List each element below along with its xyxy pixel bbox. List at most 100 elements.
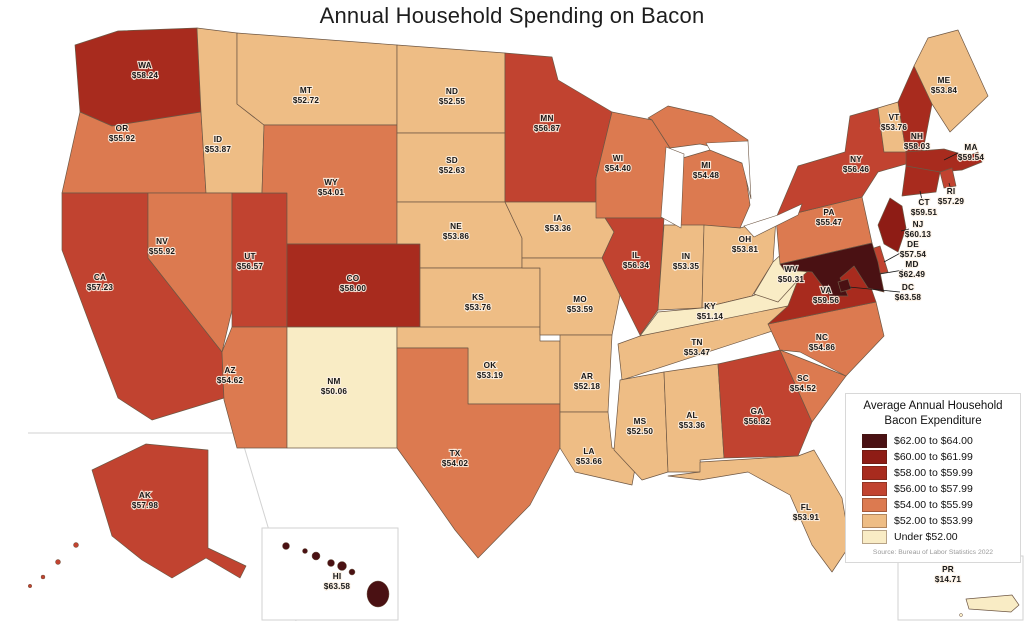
state-il (601, 217, 665, 336)
state-label-or: OR $55.92 (109, 124, 135, 143)
state-label-la: LA $53.66 (576, 447, 602, 466)
legend-items: $62.00 to $64.00 $60.00 to $61.99 $58.00 t… (848, 433, 1018, 544)
state-label-tx: TX $54.02 (442, 449, 468, 468)
state-ri (939, 167, 957, 189)
legend-range-label: $54.00 to $55.99 (894, 498, 973, 511)
state-ut (231, 192, 288, 328)
state-az (221, 326, 288, 449)
legend-swatch (862, 433, 887, 448)
state-label-ar: AR $52.18 (574, 372, 600, 391)
state-label-in: IN $53.35 (673, 252, 699, 271)
state-label-sd: SD $52.63 (439, 156, 465, 175)
state-label-pr: PR $14.71 (935, 565, 961, 584)
state-label-il: IL $56.34 (623, 251, 649, 270)
legend-swatch (862, 449, 887, 464)
state-pr-island (959, 613, 963, 617)
state-label-ky: KY $51.14 (697, 302, 723, 321)
state-label-md: MD $62.49 (899, 260, 925, 279)
state-hi-island (302, 548, 308, 554)
state-ak (91, 443, 247, 579)
leader-line-de (883, 250, 905, 263)
legend-swatch (862, 497, 887, 512)
state-label-ca: CA $57.23 (87, 273, 113, 292)
state-nh (897, 65, 933, 157)
state-mt (236, 32, 398, 126)
leader-line-ri (948, 182, 952, 191)
state-label-ia: IA $53.36 (545, 214, 571, 233)
leader-line-ma (943, 152, 959, 161)
leader-line-dc (848, 286, 901, 293)
state-label-ny: NY $56.46 (843, 155, 869, 174)
state-md (779, 242, 885, 297)
state-nj (877, 197, 907, 253)
legend-range-label: $52.00 to $53.99 (894, 514, 973, 527)
state-label-dc: DC $63.58 (895, 283, 921, 302)
legend-item: Under $52.00 (862, 529, 1018, 544)
state-label-wv: WV $50.31 (778, 265, 804, 284)
state-label-sc: SC $54.52 (790, 374, 816, 393)
legend-swatch (862, 481, 887, 496)
state-label-mn: MN $56.87 (534, 114, 560, 133)
state-label-ok: OK $53.19 (477, 361, 503, 380)
state-label-nj: NJ $60.13 (905, 220, 931, 239)
state-or (61, 111, 207, 194)
legend-item: $52.00 to $53.99 (862, 513, 1018, 528)
state-pr (965, 594, 1020, 613)
state-label-nm: NM $50.06 (321, 377, 347, 396)
state-hi-island (311, 551, 321, 561)
state-hi-island (282, 542, 290, 550)
state-label-co: CO $58.00 (340, 274, 366, 293)
legend-item: $62.00 to $64.00 (862, 433, 1018, 448)
state-label-va: VA $59.56 (813, 286, 839, 305)
state-ct (901, 165, 941, 197)
state-tx (396, 347, 561, 559)
state-label-wa: WA $58.24 (132, 61, 158, 80)
state-label-ga: GA $56.82 (744, 407, 770, 426)
state-label-tn: TN $53.47 (684, 338, 710, 357)
state-label-mi: MI $54.48 (693, 161, 719, 180)
leader-line-md (879, 269, 904, 275)
state-dc (837, 278, 852, 293)
legend-range-label: $56.00 to $57.99 (894, 482, 973, 495)
legend-item: $54.00 to $55.99 (862, 497, 1018, 512)
legend-item: $56.00 to $57.99 (862, 481, 1018, 496)
legend-panel: Average Annual Household Bacon Expenditu… (845, 393, 1021, 563)
state-ak-island (27, 583, 33, 589)
state-label-ms: MS $52.50 (627, 417, 653, 436)
state-label-al: AL $53.36 (679, 411, 705, 430)
state-label-id: ID $53.87 (205, 135, 231, 154)
state-ga (717, 349, 813, 459)
legend-title-line2: Bacon Expenditure (884, 414, 982, 427)
legend-title-line1: Average Annual Household (863, 400, 1003, 412)
state-label-ri: RI $57.29 (938, 187, 964, 206)
legend-range-label: $60.00 to $61.99 (894, 450, 973, 463)
state-label-mt: MT $52.72 (293, 86, 319, 105)
state-hi-island (327, 559, 335, 567)
state-ak-island (40, 574, 46, 580)
legend-range-label: Under $52.00 (894, 530, 958, 543)
page-title: Annual Household Spending on Bacon (319, 3, 705, 28)
legend-source: Source: Bureau of Labor Statistics 2022 (872, 548, 994, 556)
state-label-ma: MA $59.54 (958, 143, 984, 162)
leader-line-nj (900, 228, 910, 232)
state-hi-island (366, 580, 390, 608)
state-label-nc: NC $54.86 (809, 333, 835, 352)
state-ak-island (73, 542, 79, 548)
state-label-ct: CT $59.51 (911, 198, 937, 217)
leader-line-ct (919, 190, 923, 201)
legend-swatch (862, 465, 887, 480)
legend-title: Average Annual Household Bacon Expenditu… (848, 399, 1018, 429)
great-lake-3 (743, 203, 803, 238)
state-label-nv: NV $55.92 (149, 237, 175, 256)
state-label-nd: ND $52.55 (439, 87, 465, 106)
state-label-mo: MO $53.59 (567, 295, 593, 314)
state-label-az: AZ $54.62 (217, 366, 243, 385)
state-hi-island (348, 568, 356, 576)
state-label-ne: NE $53.86 (443, 222, 469, 241)
state-label-wi: WI $54.40 (605, 154, 631, 173)
state-label-oh: OH $53.81 (732, 235, 758, 254)
state-label-wy: WY $54.01 (318, 178, 344, 197)
legend-range-label: $58.00 to $59.99 (894, 466, 973, 479)
state-label-ks: KS $53.76 (465, 293, 491, 312)
